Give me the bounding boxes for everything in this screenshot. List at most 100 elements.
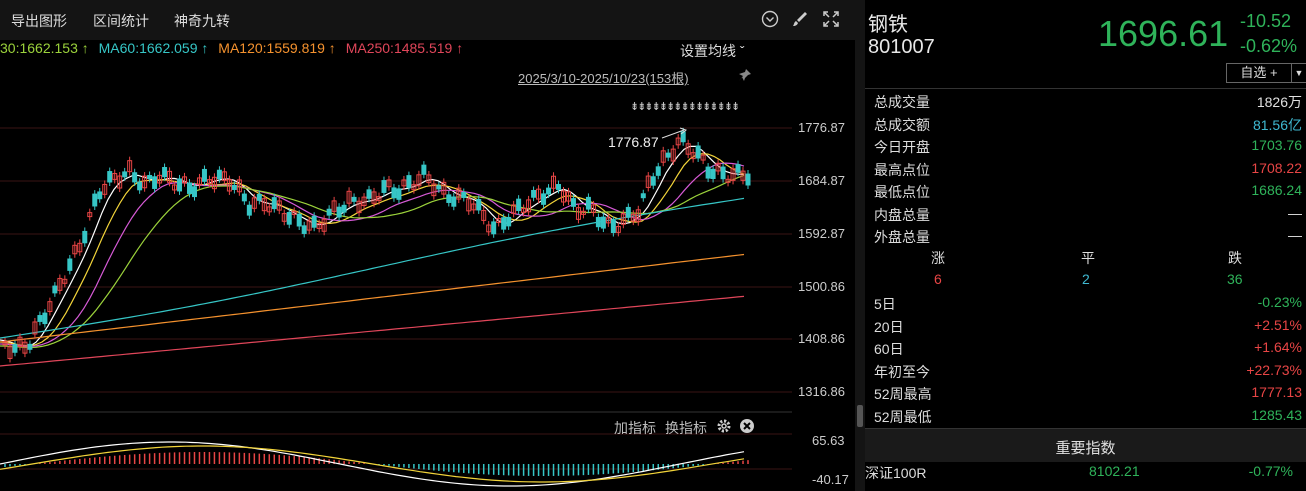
candle-body xyxy=(496,218,502,223)
candle-body xyxy=(431,183,437,197)
candle-body xyxy=(446,194,452,203)
candle-body xyxy=(645,175,651,188)
ma30-line xyxy=(0,174,745,349)
add-indicator-button[interactable]: 加指标 xyxy=(614,420,656,436)
kline-chart[interactable] xyxy=(0,60,856,491)
candle-body xyxy=(57,277,63,291)
export-chart-button[interactable]: 导出图形 xyxy=(11,13,67,29)
index-row[interactable]: 深证100R 8102.21 -0.77% xyxy=(865,463,1295,485)
signal-arrows: ⇟⇟⇟⇟⇟⇟⇟⇟⇟⇟⇟⇟⇟⇟⇟ xyxy=(630,101,740,113)
index-pct: -0.77% xyxy=(1248,463,1293,479)
stat-label: 最高点位 xyxy=(874,161,930,178)
candle-body xyxy=(476,198,482,211)
magic-nine-button[interactable]: 神奇九转 xyxy=(174,13,230,29)
period-value: +1.64% xyxy=(1254,339,1302,355)
candle-body xyxy=(560,190,566,203)
stat-value: 1708.22 xyxy=(1251,159,1302,176)
candle-body xyxy=(630,213,636,222)
candle-body xyxy=(137,181,143,191)
stat-row: 最高点位 1708.22 xyxy=(874,160,1304,182)
candle-body xyxy=(620,213,626,225)
chart-toolbar: 导出图形 区间统计 神奇九转 xyxy=(0,0,856,40)
candle-body xyxy=(251,197,257,209)
ma30-value: 30:1662.153 ↑ xyxy=(0,40,89,56)
index-section-header[interactable]: 重要指数 xyxy=(865,428,1306,462)
period-row: 年初至今 +22.73% xyxy=(874,362,1304,384)
candle-body xyxy=(421,164,427,175)
y-tick: 1776.87 xyxy=(798,120,845,135)
high-marker-arrow xyxy=(661,127,688,139)
y-tick: 1684.87 xyxy=(798,173,845,188)
candle-body xyxy=(331,200,337,212)
price-change-pct: -0.62% xyxy=(1240,36,1298,56)
candle-body xyxy=(82,230,88,244)
down-count: 36 xyxy=(1227,271,1243,287)
candle-body xyxy=(157,174,163,184)
y-tick: 1592.87 xyxy=(798,226,845,241)
gear-icon[interactable] xyxy=(716,418,732,439)
candle-body xyxy=(396,188,402,200)
ma250-value: MA250:1485.519 ↑ xyxy=(345,40,464,56)
candle-body xyxy=(610,220,616,234)
stat-label: 总成交额 xyxy=(874,116,930,133)
candle-body xyxy=(52,285,58,294)
candle-body xyxy=(635,209,641,223)
range-stats-button[interactable]: 区间统计 xyxy=(93,13,149,29)
period-label: 20日 xyxy=(874,318,904,335)
candle-body xyxy=(650,176,656,186)
candle-body xyxy=(546,187,552,195)
period-row: 52周最高 1777.13 xyxy=(874,384,1304,406)
stat-value: 81.56亿 xyxy=(1252,116,1302,133)
candle-body xyxy=(605,217,611,224)
brush-icon[interactable] xyxy=(790,9,810,29)
candle-body xyxy=(286,212,292,225)
candle-body xyxy=(216,169,222,180)
candle-body xyxy=(167,170,173,183)
watchlist-dropdown-icon[interactable]: ▼ xyxy=(1291,63,1306,83)
stat-label: 总成交量 xyxy=(874,94,930,110)
candle-body xyxy=(590,204,596,214)
set-ma-dropdown[interactable]: 设置均线 ˇ xyxy=(680,43,745,59)
candle-body xyxy=(206,179,212,185)
candle-body xyxy=(720,166,726,180)
date-range-label[interactable]: 2025/3/10-2025/10/23(153根) xyxy=(518,71,689,86)
chevron-down-circle-icon[interactable] xyxy=(760,9,780,29)
candle-body xyxy=(690,152,696,160)
add-watchlist-button[interactable]: 自选 + xyxy=(1226,63,1292,83)
candle-body xyxy=(526,199,532,213)
ma120-line xyxy=(0,253,745,343)
candle-body xyxy=(47,301,53,313)
period-label: 60日 xyxy=(874,341,904,357)
sub-y-bottom: -40.17 xyxy=(812,472,849,487)
candle-body xyxy=(182,176,188,184)
close-icon[interactable] xyxy=(739,418,755,439)
candle-body xyxy=(695,145,701,159)
candle-body xyxy=(2,341,8,346)
candle-body xyxy=(231,184,237,190)
panel-divider[interactable] xyxy=(855,0,865,491)
candle-body xyxy=(441,181,447,195)
stat-row: 总成交量 1826万 xyxy=(874,92,1304,114)
quote-panel: 钢铁 801007 1696.61 -10.52 -0.62% 自选 + ▼ 总… xyxy=(865,0,1306,491)
candle-body xyxy=(615,226,621,233)
candle-body xyxy=(336,206,342,218)
ma10-line xyxy=(0,153,745,347)
scrollbar-thumb[interactable] xyxy=(857,405,863,427)
fullscreen-icon[interactable] xyxy=(821,9,841,29)
candle-body xyxy=(261,198,267,212)
candle-body xyxy=(132,172,138,183)
candle-body xyxy=(660,150,666,163)
candle-body xyxy=(226,179,232,192)
stat-row: 内盘总量 — xyxy=(874,205,1304,227)
candle-body xyxy=(575,207,581,220)
candle-body xyxy=(341,204,347,213)
period-row: 20日 +2.51% xyxy=(874,317,1304,339)
candle-body xyxy=(316,222,322,229)
candle-body xyxy=(102,183,108,195)
index-value: 8102.21 xyxy=(1089,463,1140,479)
candle-body xyxy=(595,216,601,228)
candle-body xyxy=(426,174,432,184)
pin-icon[interactable] xyxy=(738,68,752,87)
switch-indicator-button[interactable]: 换指标 xyxy=(665,420,707,436)
candle-body xyxy=(241,193,247,202)
